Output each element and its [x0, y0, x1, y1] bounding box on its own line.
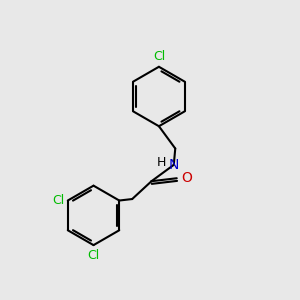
Text: Cl: Cl: [153, 50, 165, 63]
Text: N: N: [169, 158, 179, 172]
Text: Cl: Cl: [87, 249, 100, 262]
Text: Cl: Cl: [52, 194, 64, 207]
Text: H: H: [157, 156, 166, 169]
Text: O: O: [181, 171, 192, 185]
